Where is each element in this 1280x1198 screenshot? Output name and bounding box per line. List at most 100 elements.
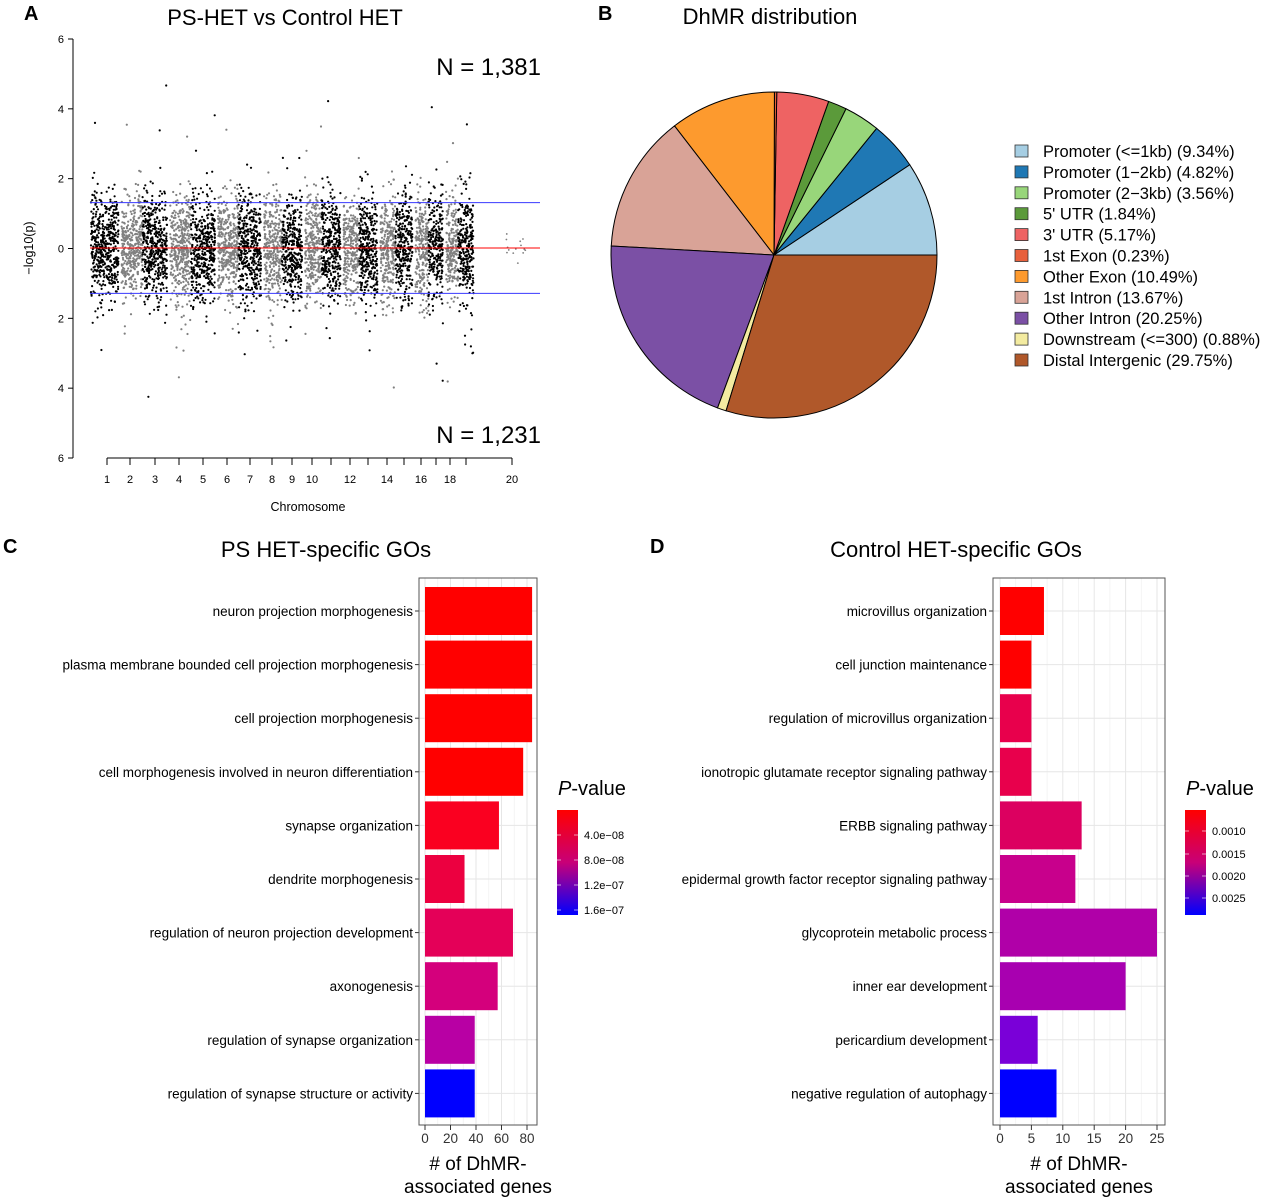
manhattan-point [331,255,335,258]
manhattan-point [236,207,239,210]
manhattan-point [210,223,213,226]
manhattan-point [206,268,209,271]
manhattan-point [350,199,354,202]
manhattan-point [178,272,181,275]
manhattan-point [313,237,316,240]
manhattan-point [182,349,185,352]
manhattan-point [107,230,110,233]
manhattan-point [100,234,103,237]
manhattan-point [305,212,309,216]
manhattan-point [253,249,256,252]
manhattan-point [284,209,287,212]
manhattan-point [232,222,235,225]
manhattan-point [226,294,229,298]
manhattan-point [180,257,183,260]
manhattan-point [272,260,276,263]
manhattan-point [201,299,204,302]
manhattan-point [164,269,167,272]
manhattan-point [365,253,368,256]
manhattan-point [188,216,191,219]
manhattan-point [321,238,324,241]
manhattan-point [169,253,172,256]
manhattan-point [183,293,186,296]
manhattan-point [180,221,183,224]
manhattan-point [258,217,261,220]
manhattan-point [316,232,320,236]
manhattan-point [152,255,156,258]
manhattan-point [292,219,295,222]
manhattan-point [186,222,189,225]
manhattan-point [281,260,284,263]
manhattan-point [198,228,201,231]
manhattan-point [181,208,184,211]
manhattan-point [135,287,138,290]
manhattan-point [251,260,254,263]
manhattan-point [144,265,147,268]
manhattan-point [236,257,239,260]
manhattan-point [250,261,253,264]
manhattan-point [249,166,253,169]
manhattan-point [169,204,172,207]
manhattan-point [286,239,289,243]
manhattan-point [151,194,154,198]
manhattan-point [329,284,332,287]
manhattan-point [121,256,124,259]
manhattan-point [151,210,154,213]
manhattan-point [182,314,185,317]
manhattan-point [311,241,314,244]
manhattan-point [391,195,394,198]
manhattan-point [189,224,193,227]
manhattan-point [160,241,164,244]
manhattan-point [176,273,180,277]
manhattan-point [333,196,336,199]
manhattan-point [161,238,164,241]
manhattan-point [185,244,188,247]
manhattan-point [271,258,275,261]
manhattan-point [150,212,153,215]
manhattan-point [186,332,189,336]
manhattan-point [187,229,190,232]
manhattan-point [227,234,230,237]
manhattan-point [177,236,181,239]
manhattan-point [288,212,291,215]
manhattan-point [282,253,285,256]
manhattan-point [110,218,113,221]
manhattan-point [265,272,268,275]
manhattan-point [177,280,180,283]
manhattan-point [338,281,341,284]
manhattan-point [279,294,282,297]
manhattan-point [149,239,152,242]
manhattan-point [346,298,349,302]
manhattan-point [104,255,107,258]
manhattan-point [163,264,166,267]
manhattan-point [360,177,364,180]
manhattan-point [376,280,379,283]
manhattan-point [391,266,395,269]
manhattan-point [326,271,329,274]
manhattan-point [333,221,336,225]
manhattan-point [274,222,277,225]
manhattan-point [109,260,112,263]
manhattan-point [234,273,238,276]
manhattan-point [173,269,176,272]
manhattan-point [245,282,249,285]
manhattan-point [230,290,233,293]
manhattan-point [196,295,199,298]
manhattan-point [165,84,168,87]
manhattan-point [318,237,321,240]
manhattan-point [256,244,259,247]
manhattan-point [299,214,302,217]
manhattan-point [243,261,246,265]
manhattan-point [258,238,261,241]
manhattan-point [238,183,241,186]
manhattan-point [317,256,320,259]
manhattan-point [250,231,253,235]
manhattan-point [222,254,225,257]
manhattan-point [306,196,309,199]
manhattan-point [198,276,201,279]
manhattan-point [292,211,296,215]
manhattan-point [233,248,236,251]
manhattan-point [336,268,339,271]
manhattan-point [319,302,322,305]
manhattan-point [375,214,378,217]
